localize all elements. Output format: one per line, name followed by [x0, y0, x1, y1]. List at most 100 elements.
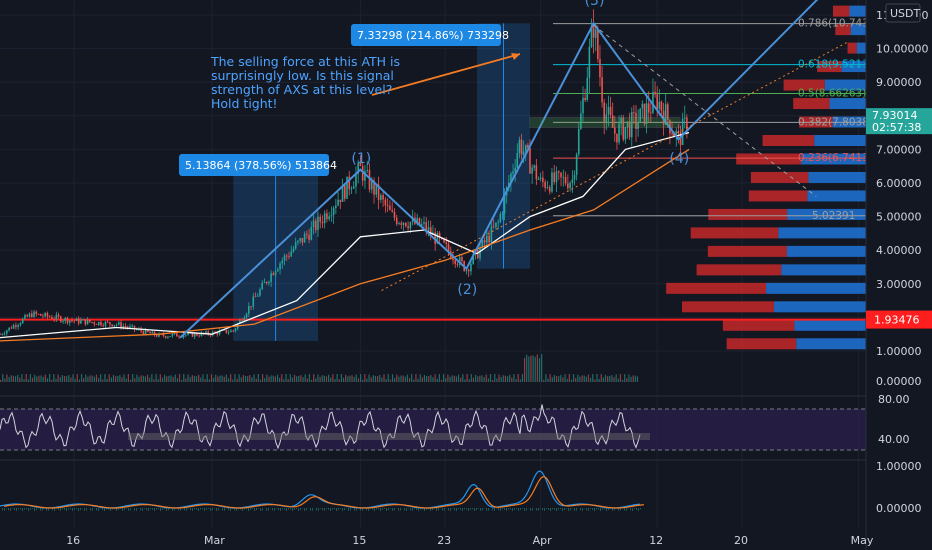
candle-body: [416, 217, 418, 224]
candle-body: [24, 315, 26, 319]
candle-body: [37, 314, 40, 315]
macd-histogram-bar: [488, 508, 489, 511]
volume-bar: [181, 379, 183, 382]
volume-bar: [474, 374, 477, 382]
candle-body: [155, 335, 158, 337]
macd-histogram-bar: [64, 508, 65, 510]
candle-body: [73, 320, 75, 322]
macd-histogram-bar: [508, 508, 509, 510]
macd-histogram-bar: [368, 508, 369, 511]
candle-body: [611, 115, 614, 128]
macd-histogram-bar: [32, 508, 33, 509]
macd-histogram-bar: [206, 508, 207, 510]
volume-bar: [310, 379, 313, 382]
volume-profile-buy: [849, 5, 866, 17]
volume-bar: [338, 379, 340, 382]
volume-bar: [447, 374, 449, 382]
volume-bar: [270, 375, 272, 382]
candle-body: [656, 94, 658, 110]
volume-bar: [502, 375, 504, 382]
candle-body: [434, 232, 436, 244]
volume-bar: [144, 376, 147, 382]
currency-badge[interactable]: [885, 3, 921, 23]
volume-bar: [2, 374, 4, 382]
volume-bar: [85, 374, 87, 382]
candle-body: [176, 333, 178, 337]
volume-bar: [23, 379, 25, 382]
volume-bar: [281, 374, 283, 382]
candle-body: [518, 139, 521, 153]
volume-bar: [328, 374, 330, 382]
measure-label: 5.13864 (378.56%) 513864: [185, 159, 337, 172]
macd-histogram-bar: [294, 508, 295, 510]
macd-histogram-bar: [558, 508, 559, 510]
candle-body: [283, 255, 286, 261]
volume-bar: [21, 374, 23, 382]
macd-histogram-bar: [394, 508, 395, 511]
volume-bar: [319, 376, 321, 382]
candle-body: [263, 281, 266, 283]
volume-profile-buy: [766, 282, 866, 294]
candle-body: [3, 333, 6, 335]
volume-bar: [494, 374, 496, 382]
price-tick-label: 7.00000: [876, 143, 922, 156]
macd-histogram-bar: [192, 508, 193, 511]
candle-body: [594, 29, 597, 38]
volume-bar: [289, 374, 291, 382]
candle-body: [343, 185, 346, 199]
candle-body: [654, 91, 656, 95]
candle-body: [350, 188, 353, 190]
volume-profile-sell: [726, 338, 797, 350]
macd-histogram-bar: [222, 508, 223, 511]
volume-bar: [587, 374, 590, 382]
macd-histogram-bar: [564, 508, 565, 511]
volume-bar: [611, 375, 613, 382]
macd-histogram-bar: [102, 508, 103, 511]
candle-body: [384, 199, 387, 206]
candle-body: [370, 180, 373, 190]
candle-body: [243, 317, 246, 321]
candle-body: [306, 233, 308, 235]
macd-histogram-bar: [4, 508, 5, 511]
candle-body: [499, 214, 502, 223]
candle-body: [405, 222, 407, 227]
volume-bar: [626, 378, 628, 382]
candle-body: [551, 172, 553, 192]
volume-bar: [266, 374, 268, 382]
candle-body: [503, 195, 506, 214]
macd-histogram-bar: [180, 508, 181, 511]
macd-histogram-bar: [526, 508, 527, 511]
volume-bar: [149, 377, 151, 382]
volume-bar: [487, 378, 489, 382]
macd-histogram-bar: [474, 508, 475, 511]
volume-bar: [34, 374, 36, 382]
volume-bar: [359, 374, 362, 382]
macd-histogram-bar: [108, 508, 109, 510]
candle-body: [626, 121, 629, 128]
volume-bar: [321, 375, 323, 382]
candle-body: [512, 171, 514, 174]
volume-bar: [504, 375, 507, 382]
candle-body: [470, 263, 472, 272]
volume-bar: [632, 375, 634, 382]
candle-body: [622, 117, 625, 140]
macd-histogram-bar: [506, 508, 507, 511]
macd-histogram-bar: [542, 508, 543, 511]
macd-histogram-bar: [146, 508, 147, 511]
macd-histogram-bar: [188, 508, 189, 509]
candle-body: [164, 336, 167, 338]
macd-histogram-bar: [500, 508, 501, 511]
volume-bar: [189, 377, 191, 382]
time-tick-label: Mar: [204, 534, 225, 547]
volume-bar: [136, 374, 138, 382]
candle-body: [248, 306, 250, 314]
volume-bar: [106, 378, 108, 382]
macd-histogram-bar: [274, 508, 275, 511]
candle-body: [184, 334, 187, 336]
price-axis[interactable]: [866, 0, 932, 550]
macd-histogram-bar: [218, 508, 219, 511]
volume-bar: [249, 375, 251, 382]
macd-histogram-bar: [548, 508, 549, 510]
macd-histogram-bar: [128, 508, 129, 511]
